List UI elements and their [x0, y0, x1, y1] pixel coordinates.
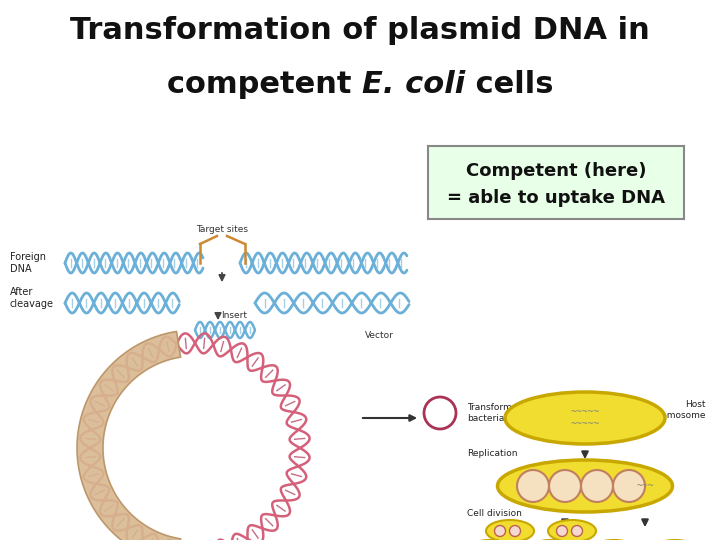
Text: E. coli: E. coli [361, 70, 465, 99]
Text: After
cleavage: After cleavage [10, 287, 54, 309]
Circle shape [424, 397, 456, 429]
Text: Foreign
DNA: Foreign DNA [10, 252, 46, 274]
Text: Replication: Replication [467, 449, 518, 457]
Circle shape [557, 525, 567, 537]
Ellipse shape [486, 520, 534, 540]
Text: competent: competent [166, 70, 361, 99]
Text: = able to uptake DNA: = able to uptake DNA [447, 190, 665, 207]
Text: Competent (here): Competent (here) [466, 163, 647, 180]
Text: Host
chromosome: Host chromosome [647, 400, 706, 420]
Circle shape [517, 470, 549, 502]
Circle shape [549, 470, 581, 502]
Text: ~~~~~
~~~~~: ~~~~~ ~~~~~ [570, 407, 600, 429]
Text: Cell division: Cell division [467, 509, 522, 517]
Text: cells: cells [465, 70, 554, 99]
Text: Insert: Insert [221, 312, 247, 321]
Circle shape [495, 525, 505, 537]
Circle shape [572, 525, 582, 537]
Text: ~~~: ~~~ [636, 481, 654, 491]
Circle shape [581, 470, 613, 502]
Ellipse shape [548, 520, 596, 540]
Circle shape [510, 525, 521, 537]
Circle shape [102, 355, 288, 540]
Circle shape [613, 470, 645, 502]
Ellipse shape [505, 392, 665, 444]
Polygon shape [77, 332, 181, 540]
Text: Vector: Vector [365, 332, 394, 341]
Text: Transform
bacteria: Transform bacteria [467, 403, 512, 423]
Ellipse shape [498, 460, 672, 512]
Text: Transformation of plasmid DNA in: Transformation of plasmid DNA in [70, 16, 650, 45]
Text: Target sites: Target sites [197, 225, 248, 234]
